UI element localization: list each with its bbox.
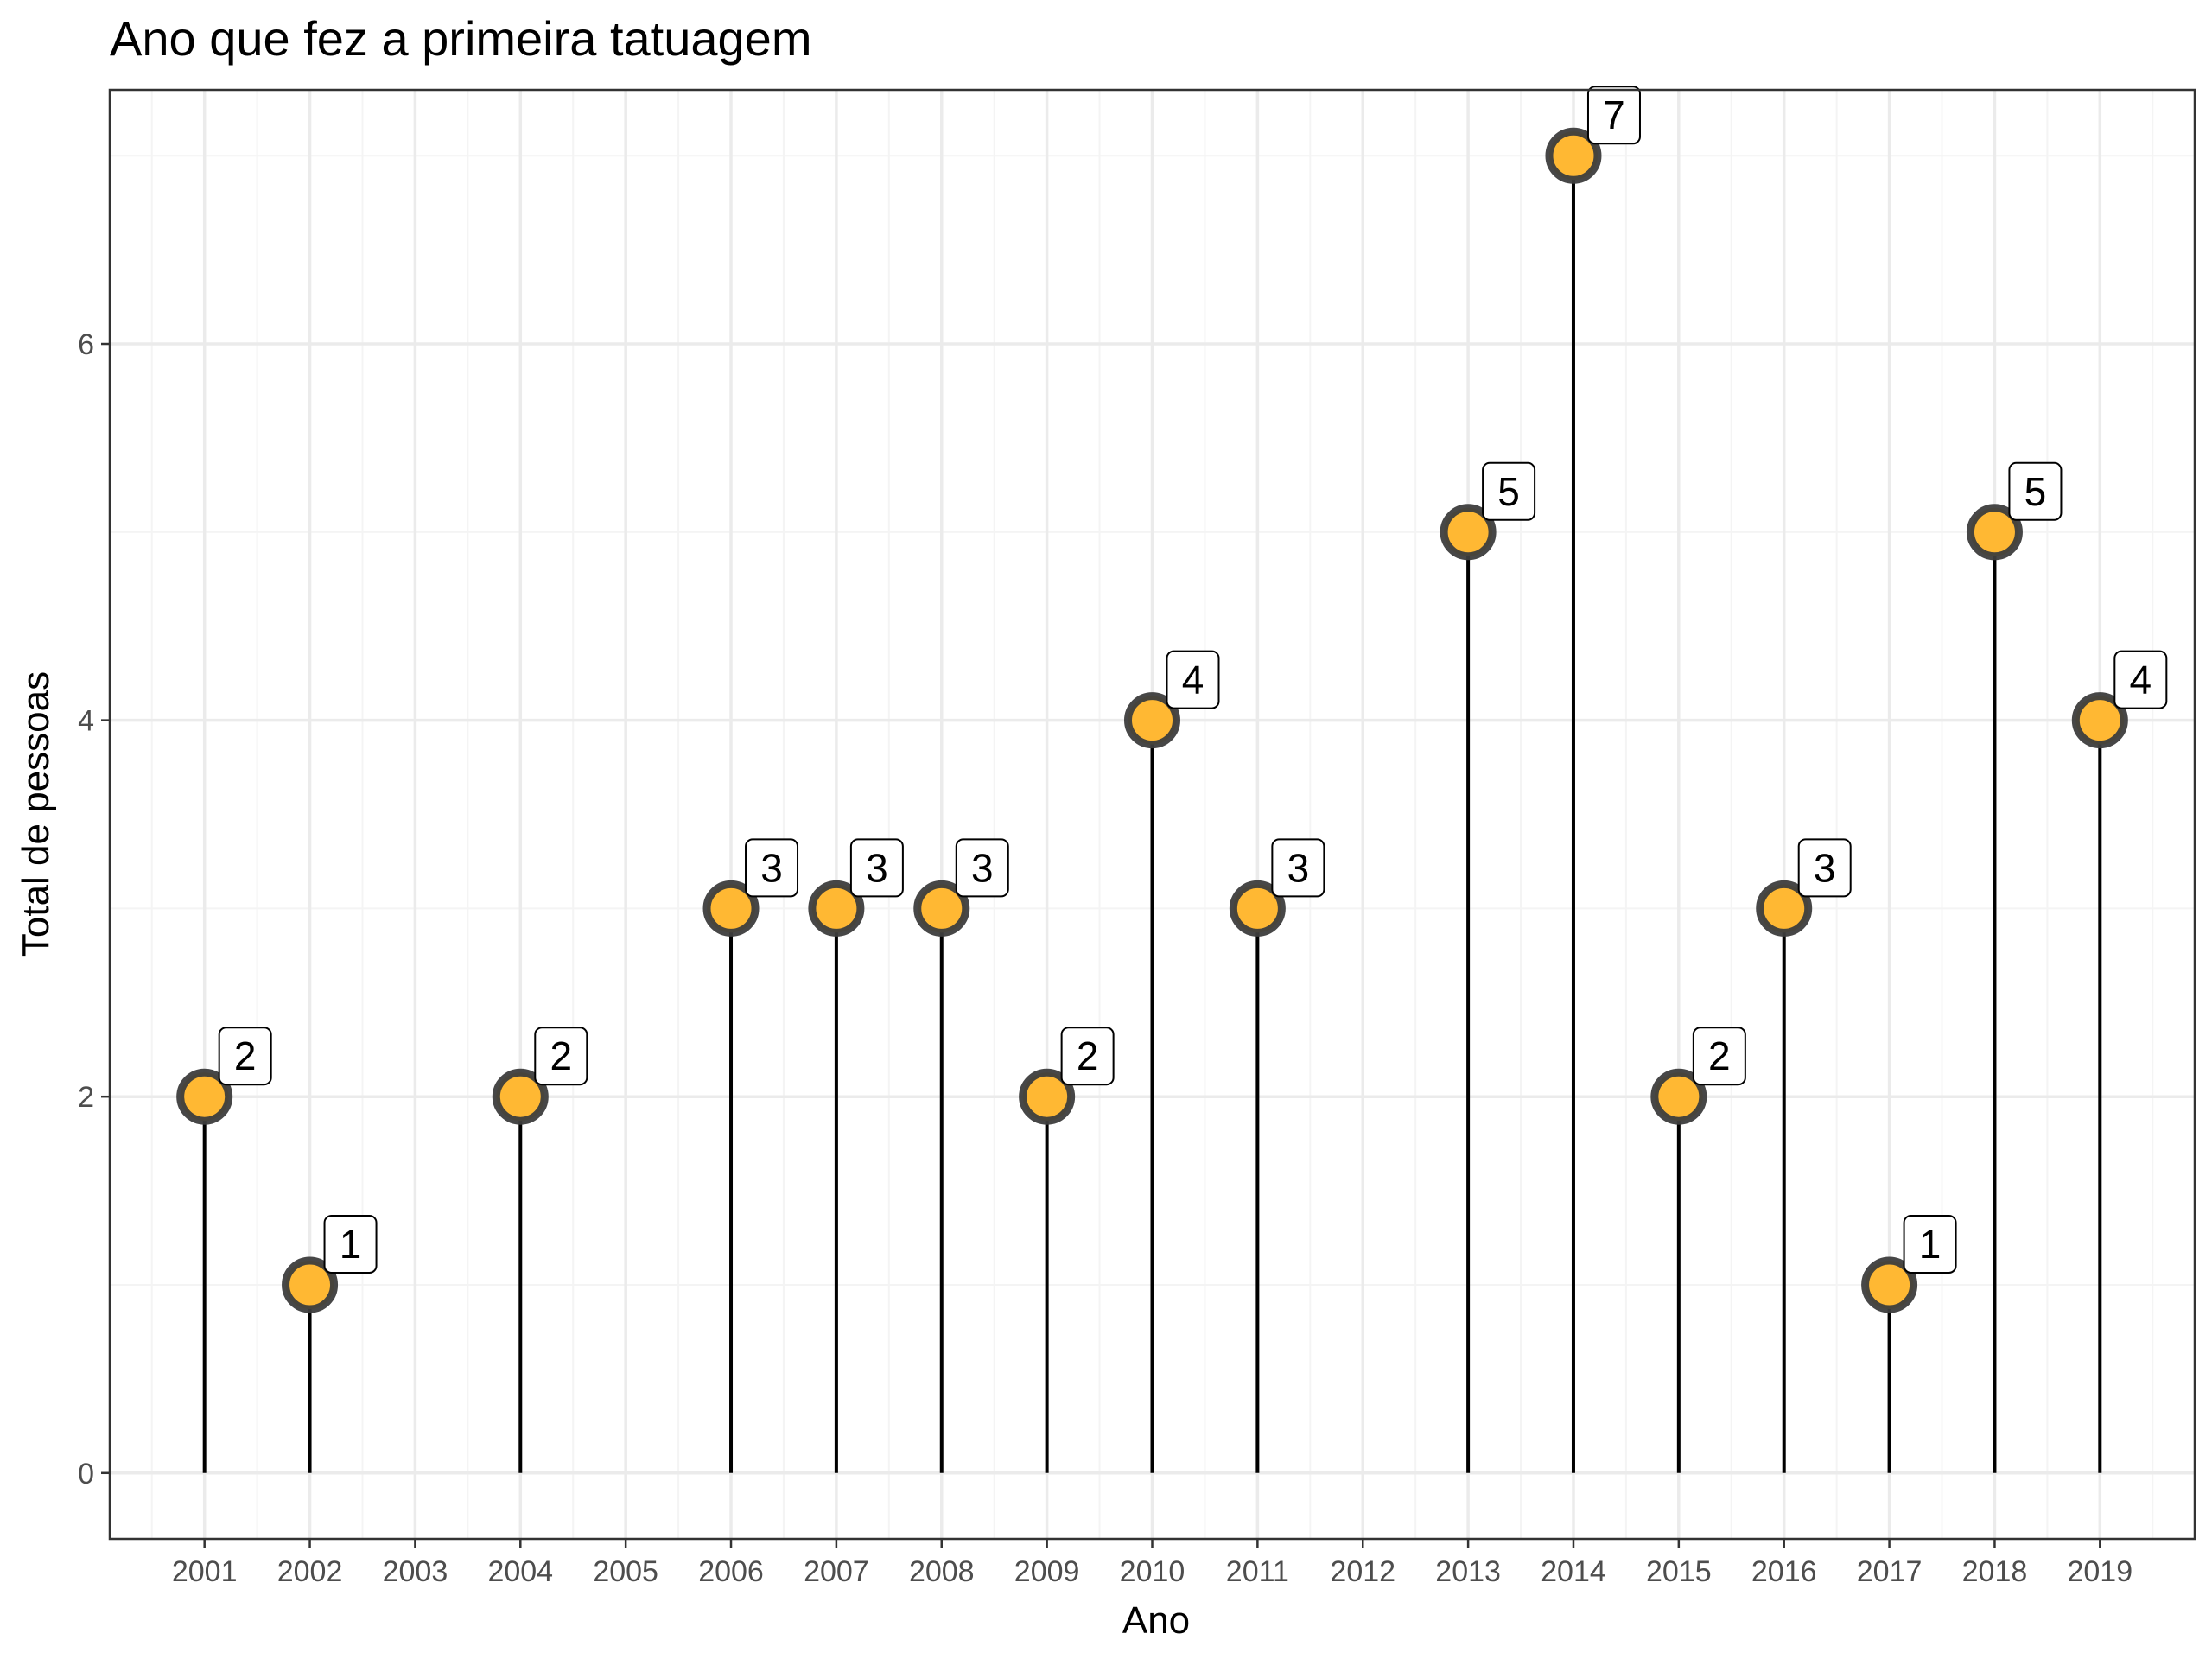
lollipop-point xyxy=(1756,880,1813,937)
y-tick-label: 6 xyxy=(78,328,94,361)
data-label: 5 xyxy=(1497,469,1520,514)
data-label: 5 xyxy=(2024,469,2047,514)
data-label: 3 xyxy=(971,845,994,890)
x-tick-label: 2019 xyxy=(2067,1555,2133,1588)
data-label-box xyxy=(1586,86,1641,145)
data-label: 2 xyxy=(1077,1033,1099,1078)
x-tick-label: 2012 xyxy=(1330,1555,1395,1588)
data-label: 3 xyxy=(760,845,783,890)
data-label-box xyxy=(1482,461,1536,521)
data-label: 4 xyxy=(2130,658,2152,702)
data-label: 1 xyxy=(1919,1222,1942,1267)
data-label-box xyxy=(1903,1214,1957,1274)
x-tick-label: 2018 xyxy=(1962,1555,2028,1588)
data-label-box xyxy=(1692,1027,1746,1086)
data-label: 2 xyxy=(550,1033,572,1078)
data-label-box xyxy=(745,838,799,898)
data-label-layer: 2 1 2 3 3 3 2 4 3 5 7 2 3 1 5 4 xyxy=(218,86,2168,1274)
lollipop-point xyxy=(1440,504,1497,561)
x-tick-label: 2015 xyxy=(1646,1555,1712,1588)
lollipop-point xyxy=(1229,880,1286,937)
data-label-box xyxy=(955,838,1009,898)
data-label-box xyxy=(2008,461,2063,521)
data-label: 7 xyxy=(1603,92,1625,137)
x-tick-label: 2014 xyxy=(1541,1555,1606,1588)
x-tick-label: 2013 xyxy=(1435,1555,1501,1588)
data-label-box xyxy=(218,1027,272,1086)
lollipop-point xyxy=(1124,692,1180,749)
lollipop-point xyxy=(913,880,970,937)
lollipop-point xyxy=(1861,1256,1918,1313)
data-label-box xyxy=(2113,650,2168,709)
point-layer xyxy=(176,127,2128,1313)
x-tick-label: 2008 xyxy=(909,1555,975,1588)
data-label-box xyxy=(1797,838,1852,898)
lollipop-point xyxy=(1966,504,2023,561)
data-label-box xyxy=(534,1027,588,1086)
x-tick-label: 2003 xyxy=(383,1555,448,1588)
lollipop-point xyxy=(808,880,865,937)
y-tick-layer: 0 2 4 6 xyxy=(78,328,110,1491)
lollipop-point xyxy=(2071,692,2128,749)
x-tick-label: 2011 xyxy=(1226,1555,1289,1588)
lollipop-point xyxy=(1650,1068,1707,1125)
x-tick-label: 2007 xyxy=(804,1555,869,1588)
data-label: 3 xyxy=(866,845,888,890)
data-label-box xyxy=(849,838,904,898)
x-tick-label: 2004 xyxy=(487,1555,553,1588)
data-label-box xyxy=(1060,1027,1115,1086)
x-tick-label: 2009 xyxy=(1014,1555,1080,1588)
x-tick-label: 2010 xyxy=(1120,1555,1185,1588)
x-tick-layer: 2001 2002 2003 2004 2005 2006 2007 2008 2009 2010… xyxy=(172,1539,2133,1588)
x-tick-label: 2006 xyxy=(698,1555,764,1588)
chart-title: Ano que fez a primeira tatuagem xyxy=(110,11,811,66)
y-tick-label: 0 xyxy=(78,1458,94,1491)
lollipop-point xyxy=(1019,1068,1076,1125)
y-tick-label: 4 xyxy=(78,705,94,738)
x-tick-label: 2005 xyxy=(593,1555,658,1588)
data-label-box xyxy=(1271,838,1325,898)
data-label: 2 xyxy=(234,1033,257,1078)
data-label: 4 xyxy=(1182,658,1205,702)
data-label: 1 xyxy=(340,1222,362,1267)
data-label: 3 xyxy=(1814,845,1836,890)
y-tick-label: 2 xyxy=(78,1081,94,1114)
data-label: 2 xyxy=(1708,1033,1731,1078)
lollipop-point xyxy=(282,1256,339,1313)
lollipop-point xyxy=(1545,127,1602,184)
x-tick-label: 2002 xyxy=(277,1555,343,1588)
lollipop-point xyxy=(176,1068,233,1125)
stem-layer xyxy=(202,156,2102,1473)
x-tick-label: 2016 xyxy=(1751,1555,1817,1588)
lollipop-point xyxy=(492,1068,549,1125)
x-axis-title: Ano xyxy=(1122,1599,1190,1642)
y-axis-title: Total de pessoas xyxy=(15,671,57,957)
lollipop-point xyxy=(702,880,760,937)
data-label: 3 xyxy=(1287,845,1310,890)
data-label-box xyxy=(1166,650,1220,709)
x-tick-label: 2017 xyxy=(1857,1555,1923,1588)
data-label-box xyxy=(323,1214,378,1274)
x-tick-label: 2001 xyxy=(172,1555,238,1588)
